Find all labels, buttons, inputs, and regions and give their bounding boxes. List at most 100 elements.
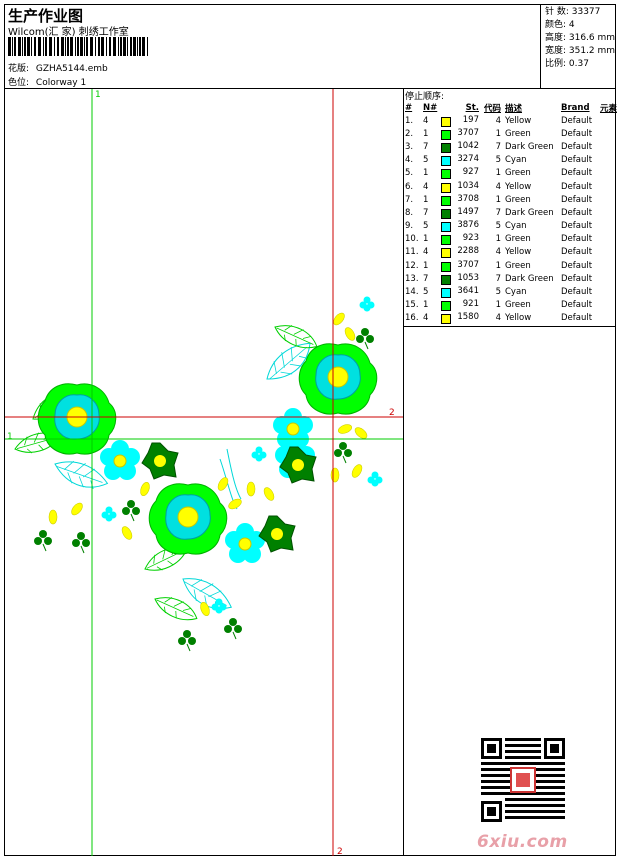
design-stats: 针 数: 33377 颜色: 4 高度: 316.6 mm 宽度: 351.2 … <box>545 6 615 71</box>
colorway-label: 色位: <box>8 78 30 88</box>
barcode <box>8 37 148 56</box>
stop-description: Cyan <box>505 287 527 298</box>
stop-needle: 7 <box>423 207 429 218</box>
stop-description: Green <box>505 128 531 139</box>
color-swatch <box>441 248 451 259</box>
stop-code: 1 <box>495 300 501 311</box>
stop-needle: 1 <box>423 234 429 245</box>
colorway-row: 色位: Colorway 1 <box>8 75 86 88</box>
stop-element <box>597 180 617 193</box>
stop-code: 1 <box>495 234 501 245</box>
color-swatch <box>441 261 451 272</box>
stop-stitches: 1053 <box>441 272 479 285</box>
table-row: 12. 1 3707 1 Green Default <box>405 259 617 272</box>
color-swatch <box>441 274 451 285</box>
stop-brand: Default <box>561 155 593 166</box>
stop-stitches: 3641 <box>441 285 479 299</box>
stop-description: Yellow <box>505 181 532 192</box>
stats-divider <box>540 4 541 88</box>
stop-needle: 5 <box>423 155 429 166</box>
stop-brand: Default <box>561 194 593 205</box>
col-code: 代码 <box>483 103 501 114</box>
stop-needle: 5 <box>423 221 429 232</box>
stop-description: Green <box>505 234 531 245</box>
stop-code: 1 <box>495 168 501 179</box>
stop-needle: 1 <box>423 260 429 271</box>
color-swatch <box>441 129 451 140</box>
col-element: 元素 <box>599 103 617 114</box>
center-spray <box>140 448 296 652</box>
stop-stitch-value: 197 <box>462 114 479 125</box>
stop-index: 2. <box>405 128 414 139</box>
stop-description: Green <box>505 300 531 311</box>
color-swatch <box>441 288 451 299</box>
table-row: 3. 7 1042 7 Dark Green Default <box>405 140 617 153</box>
stop-brand: Default <box>561 234 593 245</box>
stop-index: 16. <box>405 313 419 324</box>
stop-code: 5 <box>495 155 501 166</box>
stop-stitch-value: 3876 <box>457 220 479 231</box>
color-swatch <box>441 235 451 246</box>
stop-needle: 4 <box>423 181 429 192</box>
stop-stitches: 1497 <box>441 206 479 219</box>
table-row: 11. 4 2288 4 Yellow Default <box>405 246 617 259</box>
stitch-count: 针 数: 33377 <box>545 7 601 17</box>
stop-brand: Default <box>561 128 593 139</box>
stop-element <box>597 140 617 153</box>
stop-element <box>597 114 617 127</box>
stop-stitches: 3708 <box>441 193 479 206</box>
stop-code: 7 <box>495 207 501 218</box>
table-row: 14. 5 3641 5 Cyan Default <box>405 285 617 299</box>
stop-needle: 5 <box>423 287 429 298</box>
design-scale: 比例: 0.37 <box>545 59 589 69</box>
stop-stitch-value: 923 <box>462 233 479 244</box>
stop-description: Yellow <box>505 115 532 126</box>
stop-description: Green <box>505 194 531 205</box>
table-row: 2. 1 3707 1 Green Default <box>405 127 617 140</box>
embroidery-preview: 1 1 2 2 <box>5 89 403 856</box>
table-row: 7. 1 3708 1 Green Default <box>405 193 617 206</box>
design-label: 花版: <box>8 64 30 74</box>
stop-brand: Default <box>561 247 593 258</box>
stop-index: 9. <box>405 221 414 232</box>
stop-code: 5 <box>495 221 501 232</box>
legend-divider <box>403 88 404 856</box>
stop-brand: Default <box>561 273 593 284</box>
table-row: 6. 4 1034 4 Yellow Default <box>405 180 617 193</box>
stop-stitch-value: 1497 <box>457 206 479 217</box>
stop-stitches: 1580 <box>441 312 479 325</box>
color-swatch <box>441 182 451 193</box>
table-row: 10. 1 923 1 Green Default <box>405 233 617 246</box>
col-stitches: St. <box>465 102 479 113</box>
legend-bottom-divider <box>403 326 616 327</box>
color-swatch <box>441 208 451 219</box>
stop-description: Dark Green <box>505 273 554 284</box>
stop-element <box>597 206 617 219</box>
stop-brand: Default <box>561 181 593 192</box>
stop-stitch-value: 921 <box>462 299 479 310</box>
design-file-row: 花版: GZHA5144.emb <box>8 61 108 74</box>
design-value: GZHA5144.emb <box>35 64 108 74</box>
table-row: 15. 1 921 1 Green Default <box>405 299 617 312</box>
stop-element <box>597 259 617 272</box>
stop-needle: 7 <box>423 273 429 284</box>
stop-brand: Default <box>561 260 593 271</box>
guide-label-red-bottom: 2 <box>337 847 343 856</box>
stop-element <box>597 154 617 167</box>
stop-index: 3. <box>405 141 414 152</box>
table-row: 1. 4 197 4 Yellow Default <box>405 114 617 127</box>
stop-needle: 1 <box>423 128 429 139</box>
stop-code: 7 <box>495 141 501 152</box>
color-swatch <box>441 116 451 127</box>
stop-stitches: 2288 <box>441 246 479 259</box>
page-frame <box>4 4 616 856</box>
stop-stitch-value: 2288 <box>457 246 479 257</box>
studio-subtitle: Wilcom(汇 家) 刺绣工作室 <box>8 27 129 38</box>
table-row: 9. 5 3876 5 Cyan Default <box>405 220 617 233</box>
stop-index: 15. <box>405 300 419 311</box>
stop-index: 1. <box>405 115 414 126</box>
stop-code: 4 <box>495 115 501 126</box>
stop-brand: Default <box>561 115 593 126</box>
stop-needle: 4 <box>423 115 429 126</box>
stop-description: Cyan <box>505 155 527 166</box>
